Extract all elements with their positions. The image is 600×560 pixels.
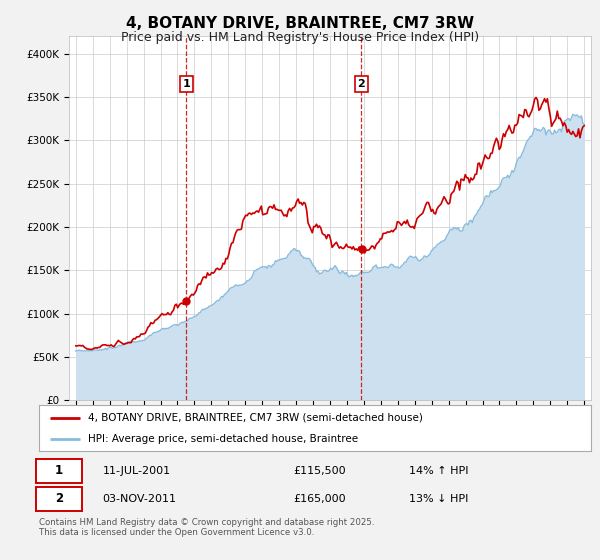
Text: 13% ↓ HPI: 13% ↓ HPI [409, 494, 468, 504]
Text: 1: 1 [55, 464, 63, 478]
FancyBboxPatch shape [36, 459, 82, 483]
Text: Price paid vs. HM Land Registry's House Price Index (HPI): Price paid vs. HM Land Registry's House … [121, 31, 479, 44]
Text: 2: 2 [55, 492, 63, 506]
Text: HPI: Average price, semi-detached house, Braintree: HPI: Average price, semi-detached house,… [88, 435, 358, 444]
Text: £165,000: £165,000 [293, 494, 346, 504]
Text: 2: 2 [358, 79, 365, 89]
Text: £115,500: £115,500 [293, 466, 346, 476]
Text: 4, BOTANY DRIVE, BRAINTREE, CM7 3RW: 4, BOTANY DRIVE, BRAINTREE, CM7 3RW [126, 16, 474, 31]
Text: Contains HM Land Registry data © Crown copyright and database right 2025.
This d: Contains HM Land Registry data © Crown c… [39, 518, 374, 538]
Text: 1: 1 [182, 79, 190, 89]
Text: 14% ↑ HPI: 14% ↑ HPI [409, 466, 469, 476]
Text: 11-JUL-2001: 11-JUL-2001 [103, 466, 170, 476]
FancyBboxPatch shape [36, 487, 82, 511]
Text: 03-NOV-2011: 03-NOV-2011 [103, 494, 176, 504]
Text: 4, BOTANY DRIVE, BRAINTREE, CM7 3RW (semi-detached house): 4, BOTANY DRIVE, BRAINTREE, CM7 3RW (sem… [88, 413, 422, 423]
